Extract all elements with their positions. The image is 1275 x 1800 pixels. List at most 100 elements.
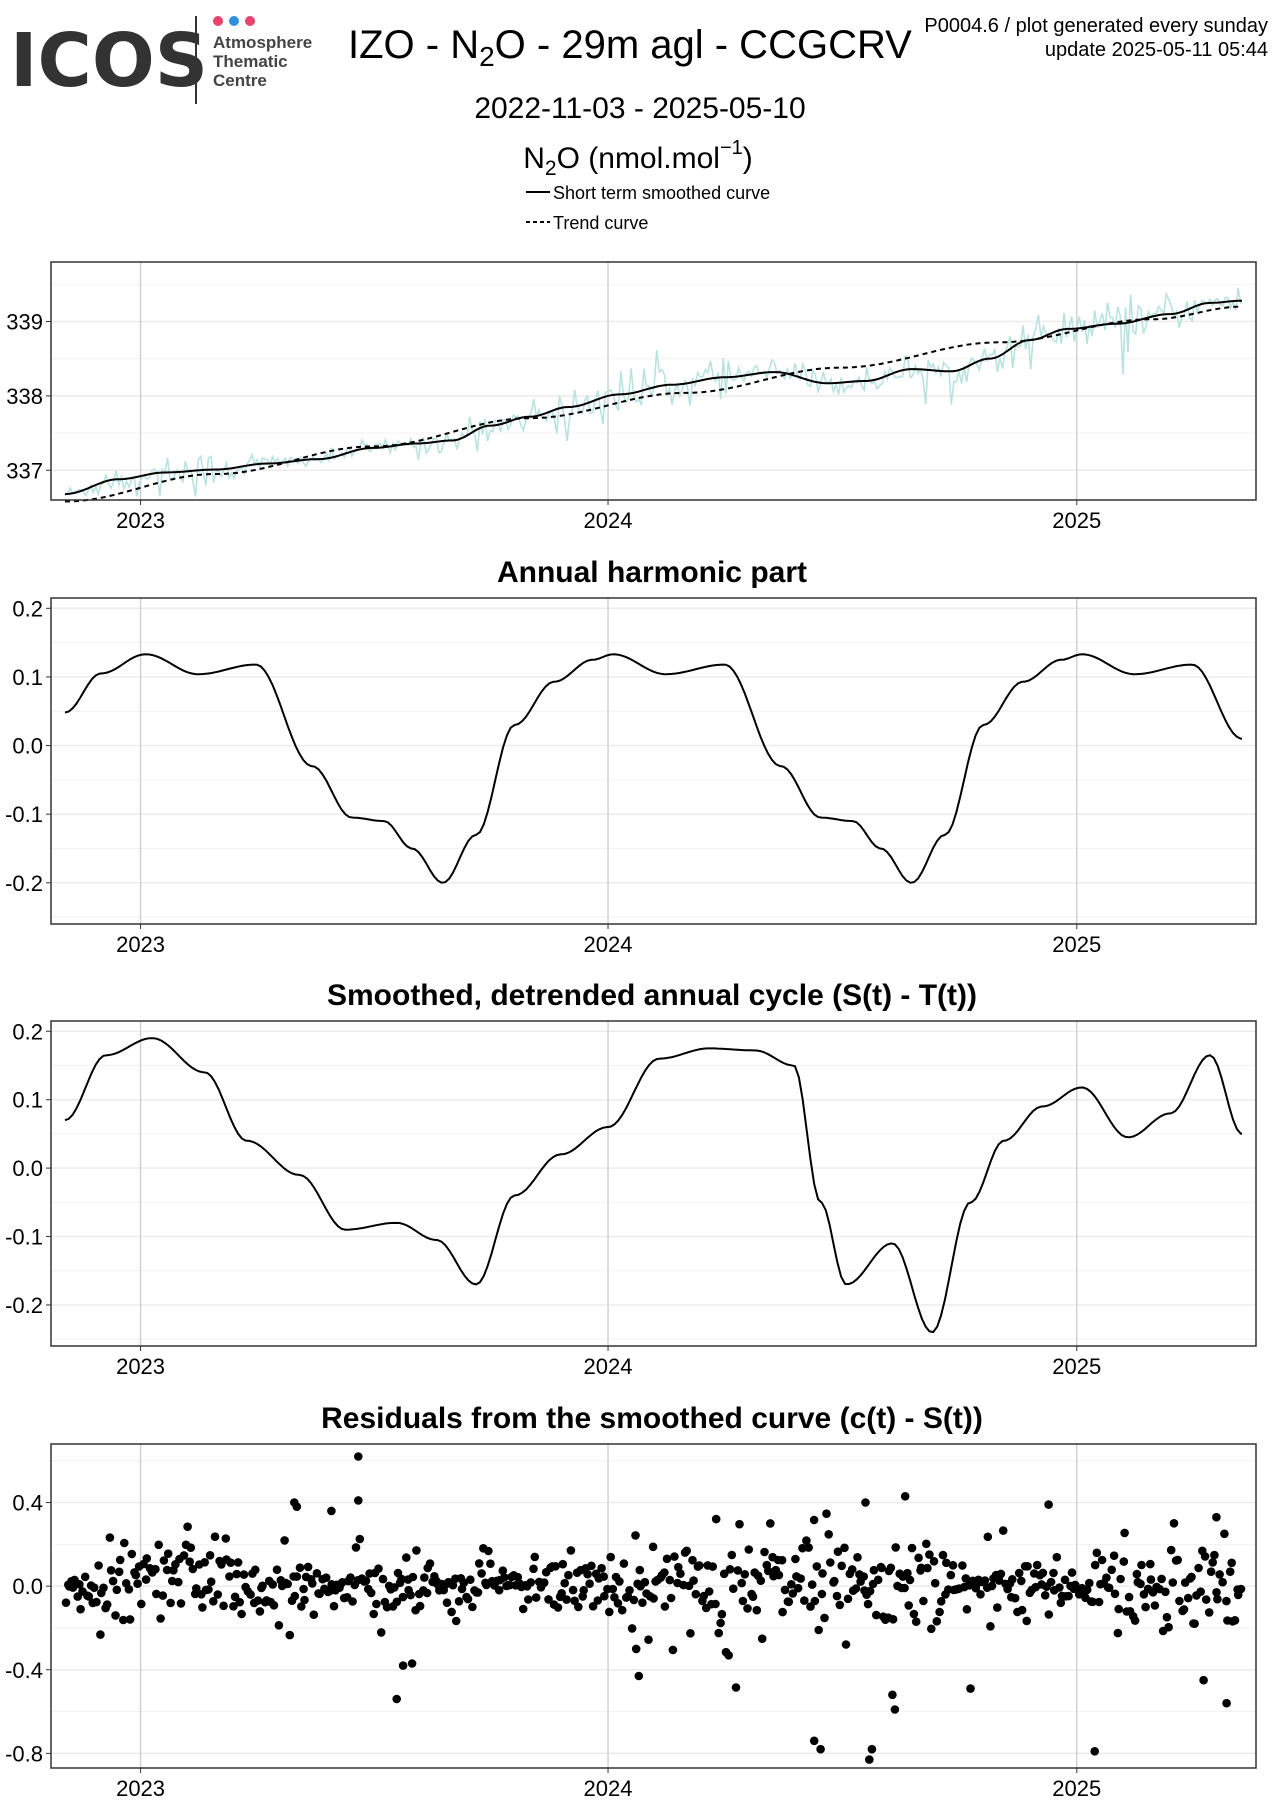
residual-point [378, 1574, 388, 1584]
residual-point [608, 1584, 618, 1594]
residual-point [163, 1549, 173, 1558]
residual-point [737, 1578, 746, 1588]
unit-pre: N [523, 142, 545, 175]
residual-point [606, 1552, 615, 1562]
residual-point [1110, 1589, 1120, 1599]
residual-point [422, 1588, 432, 1598]
residual-point [235, 1597, 244, 1607]
residual-point [210, 1532, 220, 1541]
residual-point [613, 1599, 623, 1608]
residual-point [877, 1563, 886, 1573]
residual-point [355, 1534, 365, 1544]
residual-point [239, 1570, 249, 1579]
residual-point [183, 1522, 192, 1531]
residual-point [778, 1607, 787, 1617]
residual-point [524, 1595, 533, 1604]
residual-point [200, 1558, 209, 1567]
residual-point [562, 1595, 571, 1604]
residual-point [674, 1562, 683, 1572]
residual-point [1212, 1588, 1221, 1597]
residual-point [796, 1574, 805, 1583]
residual-point [137, 1599, 146, 1609]
residual-point [102, 1600, 112, 1609]
residual-point [1032, 1560, 1042, 1570]
residual-point [351, 1543, 361, 1552]
residual-point [206, 1577, 216, 1586]
residual-point [812, 1562, 822, 1571]
residual-point [529, 1564, 538, 1574]
residual-point [398, 1661, 408, 1670]
residual-point [397, 1574, 406, 1584]
residual-point [272, 1565, 282, 1574]
residual-point [309, 1610, 319, 1619]
residual-point [192, 1584, 201, 1593]
residual-point [1044, 1610, 1054, 1619]
chart-title: IZO - N2O - 29m agl - CCGCRV [348, 23, 912, 72]
residual-point [451, 1616, 461, 1626]
residual-point [644, 1635, 653, 1644]
residual-point [817, 1589, 827, 1599]
residual-point [420, 1573, 429, 1582]
panel-concentration: 337 338 339 2023 2024 2025 [6, 261, 1257, 533]
y-tick-label: 0.0 [12, 734, 43, 759]
residual-point [99, 1583, 108, 1593]
residual-point [986, 1622, 995, 1631]
residual-point [909, 1609, 919, 1619]
residual-point [619, 1559, 629, 1568]
logo-line-2: Thematic [213, 52, 288, 71]
x-tick-label: 2023 [116, 508, 165, 533]
logo-dot-1 [213, 16, 223, 26]
residual-point [484, 1546, 493, 1556]
residual-point [766, 1519, 775, 1528]
residual-point [1102, 1573, 1111, 1582]
residual-point [258, 1581, 267, 1591]
residual-point [890, 1705, 900, 1714]
panel-frame [50, 1443, 1257, 1769]
residual-point [372, 1599, 381, 1609]
residual-point [588, 1602, 598, 1611]
x-tick-label: 2025 [1052, 1776, 1101, 1800]
residual-point [1067, 1568, 1077, 1577]
date-range: 2022-11-03 - 2025-05-10 [474, 92, 805, 125]
residual-point [788, 1589, 798, 1598]
residual-point [89, 1583, 99, 1592]
residual-point [802, 1536, 811, 1545]
residual-point [463, 1594, 473, 1604]
logo-wordmark: ICOS [10, 18, 208, 104]
residual-point [229, 1602, 238, 1611]
residual-point [662, 1554, 672, 1564]
residual-point [774, 1570, 784, 1580]
residual-point [946, 1570, 956, 1580]
corner-line-2: update 2025-05-11 05:44 [1045, 39, 1268, 61]
residual-point [1208, 1558, 1217, 1567]
residual-point [1052, 1552, 1062, 1562]
residual-point [390, 1583, 399, 1592]
residual-point [744, 1545, 754, 1554]
residual-point [1088, 1597, 1097, 1607]
logo-line-1: Atmosphere [213, 33, 312, 52]
residual-point [599, 1572, 608, 1581]
residual-point [68, 1583, 78, 1592]
residual-point [354, 1452, 363, 1461]
residual-point [733, 1566, 743, 1575]
residual-point [948, 1561, 958, 1570]
residual-point [625, 1586, 634, 1595]
residual-point [154, 1540, 163, 1550]
residual-point [818, 1569, 827, 1578]
unit-label: N2O (nmol.mol−1) [523, 137, 753, 180]
residual-point [660, 1602, 670, 1611]
residual-point [392, 1597, 402, 1607]
residual-point [832, 1591, 842, 1601]
residual-point [853, 1553, 862, 1562]
y-tick-label: 0.0 [12, 1574, 43, 1599]
residual-point [605, 1607, 614, 1617]
residual-point [631, 1531, 640, 1540]
residual-point [84, 1592, 94, 1601]
residual-point [631, 1644, 641, 1654]
residual-point [998, 1526, 1008, 1535]
residual-point [205, 1551, 215, 1560]
residual-point [96, 1630, 105, 1639]
panel-frame [50, 597, 1257, 925]
residual-point [213, 1590, 223, 1599]
residual-point [738, 1596, 748, 1606]
